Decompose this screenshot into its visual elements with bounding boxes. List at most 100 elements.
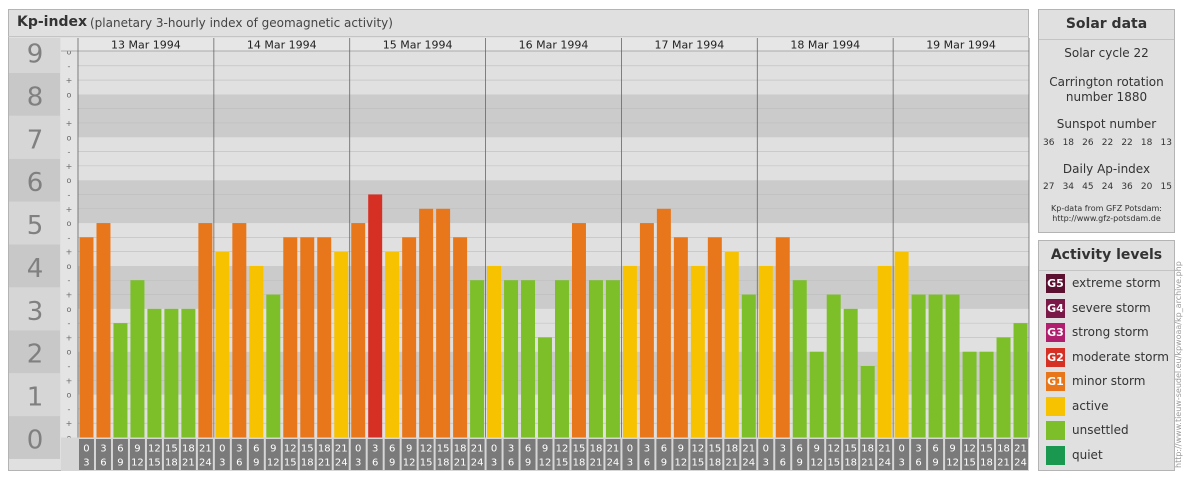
- interval-start-label: 3: [372, 444, 378, 455]
- minor-tick-label: o: [67, 391, 72, 400]
- interval-cell: [112, 439, 128, 470]
- interval-end-label: 18: [573, 458, 586, 469]
- minor-tick-label: +: [66, 205, 73, 214]
- sunspot-value: 36: [1043, 138, 1055, 148]
- ap-value: 20: [1140, 182, 1153, 192]
- interval-start-label: 9: [270, 444, 276, 455]
- legend-label: moderate storm: [1072, 349, 1169, 364]
- interval-cell: [877, 439, 893, 470]
- interval-start-label: 18: [590, 444, 603, 455]
- interval-end-label: 6: [100, 458, 106, 469]
- kp-bar: [249, 265, 264, 438]
- interval-cell: [554, 439, 570, 470]
- interval-end-label: 24: [1014, 458, 1027, 469]
- interval-end-label: 12: [946, 458, 959, 469]
- interval-start-label: 18: [318, 444, 331, 455]
- interval-start-label: 0: [627, 444, 633, 455]
- kp-bar: [758, 265, 773, 438]
- interval-end-label: 21: [725, 458, 738, 469]
- interval-cell: [571, 439, 587, 470]
- y-axis-band: [9, 244, 60, 288]
- interval-start-label: 21: [471, 444, 484, 455]
- interval-start-label: 0: [763, 444, 769, 455]
- interval-cell: [469, 439, 485, 470]
- minor-tick-label: -: [68, 233, 71, 242]
- interval-cell: [690, 439, 706, 470]
- interval-start-label: 0: [355, 444, 361, 455]
- interval-end-label: 15: [963, 458, 976, 469]
- kp-bar: [504, 280, 519, 438]
- interval-end-label: 9: [932, 458, 938, 469]
- interval-start-label: 21: [607, 444, 620, 455]
- interval-start-label: 6: [661, 444, 667, 455]
- interval-end-label: 6: [236, 458, 242, 469]
- interval-cell: [79, 439, 94, 470]
- interval-cell: [894, 439, 910, 470]
- interval-start-label: 0: [83, 444, 89, 455]
- kp-bar: [351, 223, 366, 438]
- interval-cell: [758, 439, 774, 470]
- legend-swatch: G2: [1046, 347, 1065, 367]
- plot-band: [78, 137, 1029, 181]
- interval-end-label: 15: [556, 458, 569, 469]
- interval-cell: [707, 439, 723, 470]
- y-axis-band: [9, 158, 60, 202]
- interval-start-label: 15: [844, 444, 857, 455]
- kp-bar: [215, 251, 230, 438]
- interval-start-label: 0: [219, 444, 225, 455]
- interval-end-label: 6: [372, 458, 378, 469]
- interval-end-label: 3: [627, 458, 633, 469]
- interval-end-label: 3: [763, 458, 769, 469]
- kp-bar: [300, 237, 315, 438]
- interval-cell: [605, 439, 621, 470]
- interval-start-label: 9: [678, 444, 684, 455]
- kp-bar: [571, 223, 586, 438]
- data-source-line1: Kp-data from GFZ Potsdam:: [1051, 204, 1162, 213]
- daily-ap-title: Daily Ap-index: [1062, 162, 1151, 176]
- data-source-link[interactable]: http://www.gfz-potsdam.de: [1052, 214, 1161, 223]
- legend-item: active: [1046, 396, 1174, 417]
- kp-bar: [775, 237, 790, 438]
- interval-cell: [792, 439, 808, 470]
- interval-cell: [588, 439, 604, 470]
- minor-tick-label: +: [66, 162, 73, 171]
- sunspot-value: 18: [1062, 138, 1075, 148]
- kp-bar: [996, 337, 1011, 438]
- interval-cell: [129, 439, 145, 470]
- kp-bar: [945, 294, 960, 438]
- kp-bar: [894, 251, 909, 438]
- kp-bar: [538, 337, 552, 438]
- interval-end-label: 3: [219, 458, 225, 469]
- ap-value: 24: [1101, 182, 1114, 192]
- y-axis-band: [9, 287, 60, 331]
- legend-item: G3 strong storm: [1046, 323, 1174, 343]
- day-label: 17 Mar 1994: [654, 39, 724, 52]
- activity-levels-panel: Activity levels G5 extreme storm G4 severe …: [1038, 240, 1175, 471]
- kp-bar: [419, 208, 434, 438]
- kp-bar: [605, 280, 620, 438]
- interval-start-label: 6: [525, 444, 531, 455]
- minor-tick-label: -: [68, 405, 71, 414]
- kp-bar: [555, 280, 569, 438]
- legend-swatch: G3: [1046, 323, 1065, 342]
- interval-start-label: 6: [932, 444, 938, 455]
- plot-band: [78, 180, 1029, 224]
- interval-end-label: 24: [471, 458, 484, 469]
- interval-cell: [741, 439, 757, 470]
- interval-cell: [452, 439, 468, 470]
- interval-end-label: 15: [420, 458, 433, 469]
- kp-bar: [792, 280, 807, 438]
- interval-cell: [996, 439, 1012, 470]
- minor-tick-label: o: [67, 348, 72, 357]
- sunspot-values: 36 18 26 22 22 18 13: [1043, 138, 1172, 148]
- interval-start-label: 21: [199, 444, 212, 455]
- interval-cell: [401, 439, 417, 470]
- interval-end-label: 15: [827, 458, 840, 469]
- interval-end-label: 12: [539, 458, 552, 469]
- kp-bar: [487, 265, 502, 438]
- interval-start-label: 9: [134, 444, 140, 455]
- day-header-strip: [61, 38, 1029, 51]
- y-axis-band: [9, 416, 60, 459]
- minor-tick-label: o: [67, 133, 72, 142]
- interval-start-label: 3: [780, 444, 786, 455]
